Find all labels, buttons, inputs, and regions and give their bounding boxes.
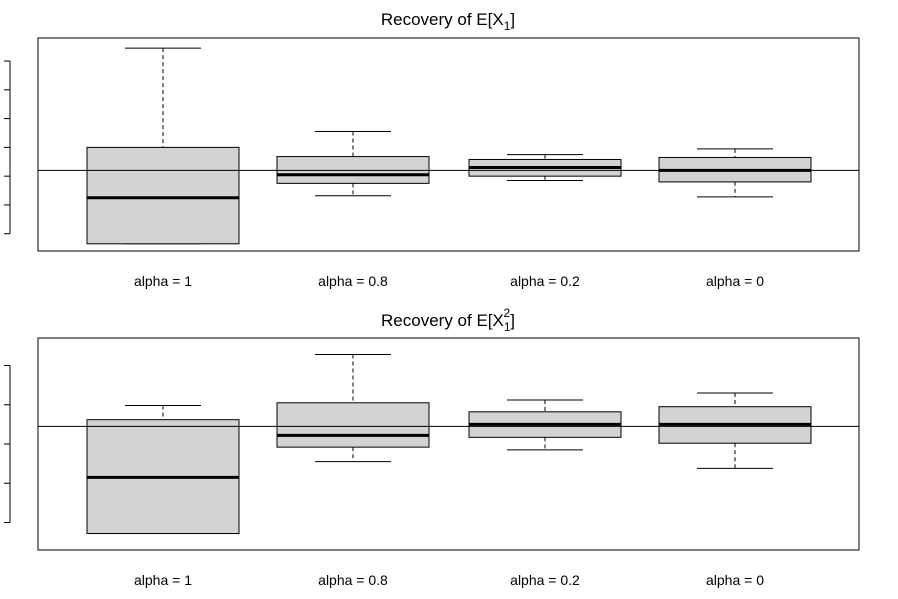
title-suffix: ] (510, 311, 515, 330)
y-tick-label: 3 (0, 230, 3, 238)
boxes (38, 47, 859, 245)
box-3 (468, 154, 622, 181)
y-tick-label: 6 (0, 143, 3, 151)
iqr-box (276, 402, 430, 448)
x-category-labels: alpha = 1 alpha = 0.8 alpha = 0.2 alpha = 0 (134, 572, 764, 588)
y-tick-label: 7 (0, 114, 3, 122)
box-3 (468, 399, 622, 451)
y-axis: 10 20 30 40 50 (0, 357, 11, 531)
y-tick-label: 20 (0, 475, 3, 491)
y-tick-label: 9 (0, 57, 3, 65)
box-1 (86, 405, 240, 535)
box-2 (276, 353, 430, 463)
title-subscript: 1 (504, 19, 511, 33)
x-category-label: alpha = 0.8 (318, 572, 388, 588)
box-4 (658, 392, 812, 469)
y-tick-label: 10 (0, 515, 3, 531)
title-prefix: Recovery of E[X (381, 311, 504, 330)
title-subscript: 1 (504, 320, 511, 334)
x-category-label: alpha = 0.2 (510, 273, 580, 289)
x-category-label: alpha = 1 (134, 273, 192, 289)
y-tick-label: 30 (0, 436, 3, 452)
y-axis: 3 4 5 6 7 8 9 (0, 57, 11, 238)
x-category-label: alpha = 0 (706, 273, 764, 289)
boxplot-panel-ex1: Recovery of E[X1] 3456789 alpha = 1alpha… (0, 10, 860, 289)
x-category-label: alpha = 0 (706, 572, 764, 588)
y-tick-label: 4 (0, 201, 3, 209)
title-superscript: 2 (504, 306, 511, 320)
title-suffix: ] (510, 10, 515, 29)
chart-title: Recovery of E[X1] (381, 10, 515, 33)
x-category-label: alpha = 0.2 (510, 572, 580, 588)
y-tick-label: 5 (0, 172, 3, 180)
title-prefix: Recovery of E[X (381, 10, 504, 29)
boxes (38, 353, 859, 535)
y-tick-label: 40 (0, 397, 3, 413)
x-category-label: alpha = 1 (134, 572, 192, 588)
plot-frame (37, 337, 860, 551)
iqr-box (86, 146, 240, 245)
y-tick-label: 8 (0, 86, 3, 94)
y-tick-label: 50 (0, 357, 3, 373)
chart-title: Recovery of E[X12] (381, 306, 515, 334)
x-category-labels: alpha = 1 alpha = 0.8 alpha = 0.2 alpha = 0 (134, 273, 764, 289)
box-2 (276, 131, 430, 197)
plot-frame (37, 37, 860, 252)
box-4 (658, 148, 812, 198)
box-1 (86, 47, 240, 245)
x-category-label: alpha = 0.8 (318, 273, 388, 289)
